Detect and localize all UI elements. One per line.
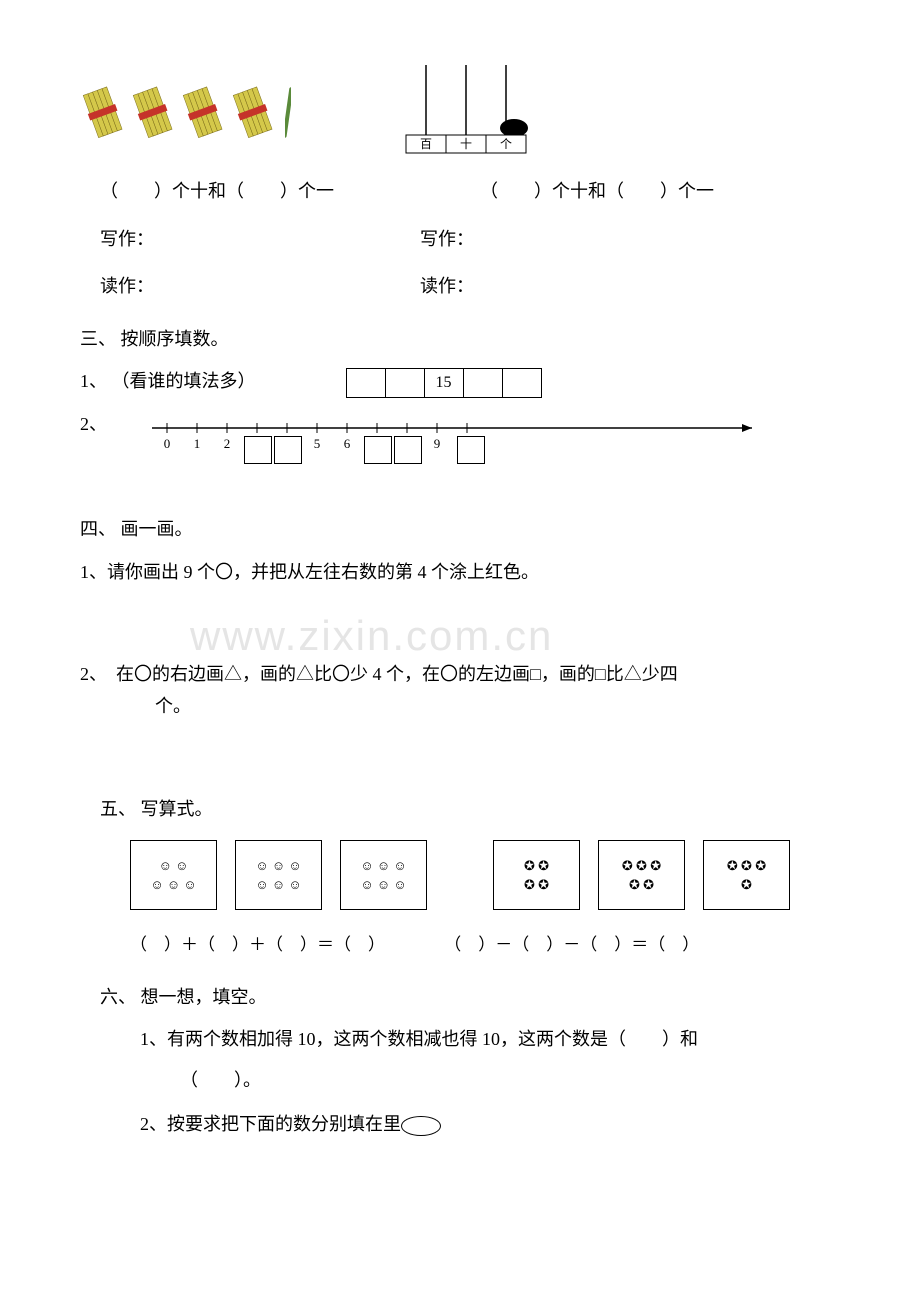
sec3-title: 三、 按顺序填数。	[80, 323, 840, 355]
q2-left-read: 读作：	[100, 270, 420, 302]
sec6-item2-row: 2、按要求把下面的数分别填在里	[140, 1108, 840, 1140]
equation-row: （ ）＋（ ）＋（ ）＝（ ） （ ）－（ ）－（ ）＝（ ）	[130, 930, 840, 961]
q2-left-write: 写作：	[100, 223, 420, 255]
number-sequence-boxes: 15	[346, 368, 542, 398]
svg-text:2: 2	[224, 436, 231, 451]
star-card: ✪ ✪ ✪ ✪	[703, 840, 790, 910]
svg-text:6: 6	[344, 436, 351, 451]
stick-bundle	[230, 85, 275, 140]
sec3-item1-label: 1、 （看谁的填法多）	[80, 365, 256, 397]
q2-left-line1: （ ）个十和（ ）个一	[100, 175, 420, 207]
svg-text:0: 0	[164, 436, 171, 451]
smiley-card: ☺ ☺ ☺ ☺ ☺ ☺	[340, 840, 427, 910]
card-row: ☺ ☺ ☺ ☺ ☺ ☺ ☺ ☺ ☺ ☺ ☺ ☺ ☺ ☺ ☺ ☺ ☺ ✪ ✪ ✪ …	[130, 840, 840, 910]
sec6-item2: 2、按要求把下面的数分别填在里	[140, 1114, 401, 1134]
stick-bundle	[180, 85, 225, 140]
svg-text:1: 1	[194, 436, 201, 451]
sec6-item1b: （ ）。	[180, 1064, 840, 1096]
sec4-item1: 1、请你画出 9 个〇，并把从左往右数的第 4 个涂上红色。	[80, 556, 840, 588]
sec6-item1a: 1、有两个数相加得 10，这两个数相减也得 10，这两个数是（ ）和	[140, 1023, 840, 1055]
sec4-item2a: 2、 在〇的右边画△，画的△比〇少 4 个，在〇的左边画□，画的□比△少四	[80, 658, 840, 690]
svg-text:9: 9	[434, 436, 441, 451]
number-line: 0 1 2 5 6 9	[147, 418, 767, 468]
star-card: ✪ ✪ ✪ ✪	[493, 840, 580, 910]
svg-text:5: 5	[314, 436, 321, 451]
sec6-title: 六、 想一想，填空。	[100, 981, 840, 1013]
svg-text:十: 十	[460, 137, 472, 151]
smiley-card: ☺ ☺ ☺ ☺ ☺	[130, 840, 217, 910]
single-stick	[285, 85, 291, 140]
sec4-item2b: 个。	[155, 690, 840, 722]
svg-text:百: 百	[420, 137, 432, 151]
q2-right-line1: （ ）个十和（ ）个一	[480, 175, 840, 207]
smiley-card: ☺ ☺ ☺ ☺ ☺ ☺	[235, 840, 322, 910]
q2-right-read: 读作：	[420, 270, 840, 302]
svg-text:个: 个	[500, 137, 512, 151]
stick-bundle	[130, 85, 175, 140]
star-card: ✪ ✪ ✪ ✪ ✪	[598, 840, 685, 910]
abacus-diagram: 百 十 个	[391, 60, 541, 165]
stick-bundle	[80, 85, 125, 140]
oval-blank	[401, 1116, 441, 1136]
q2-right-write: 写作：	[420, 223, 840, 255]
sec5-title: 五、 写算式。	[100, 793, 840, 825]
sec4-title: 四、 画一画。	[80, 513, 840, 545]
sec3-item2-label: 2、	[80, 408, 107, 440]
